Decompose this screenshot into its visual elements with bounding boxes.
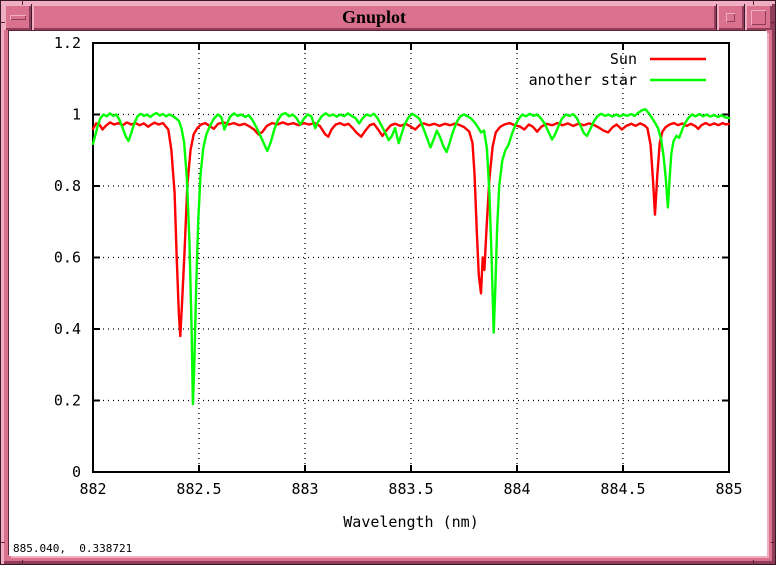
x-tick-label: 883: [291, 480, 318, 498]
plot-canvas[interactable]: 882 882.5 883 883.5 884 884.5 885 0 0.2 0.4 0.6 0.8…: [9, 31, 767, 556]
x-tick-label: 884.5: [600, 480, 645, 498]
legend: Sun another star: [529, 50, 706, 89]
x-tick-label: 882.5: [176, 480, 221, 498]
legend-label: Sun: [610, 50, 637, 68]
y-tick-label: 0.4: [54, 320, 81, 338]
axes: [92, 42, 730, 473]
frame-seam: [22, 0, 23, 5]
coordinate-readout: 885.040, 0.338721: [13, 542, 133, 555]
x-tick-label: 883.5: [388, 480, 433, 498]
x-tick-label: 885: [715, 480, 742, 498]
tick-labels: 882 882.5 883 883.5 884 884.5 885 0 0.2 0.4 0.6 0.8…: [54, 34, 743, 498]
frame-seam: [22, 560, 23, 565]
window-title: Gnuplot: [341, 7, 407, 27]
window-menu-button[interactable]: [4, 4, 31, 30]
frame-seam: [0, 542, 5, 543]
maximize-button[interactable]: [745, 4, 772, 30]
frame-seam: [753, 560, 754, 565]
y-tick-label: 1.2: [54, 34, 81, 52]
y-tick-label: 1: [72, 106, 81, 124]
x-axis-label: Wavelength (nm): [343, 513, 478, 531]
y-tick-label: 0.6: [54, 249, 81, 267]
series-line-sun: [91, 121, 731, 338]
frame-seam: [753, 0, 754, 5]
minimize-icon: [726, 12, 735, 22]
x-tick-label: 884: [503, 480, 530, 498]
window-menu-icon: [9, 14, 26, 20]
y-tick-label: 0.8: [54, 177, 81, 195]
frame-seam: [0, 22, 5, 23]
series-line-another-star: [91, 107, 731, 406]
y-tick-label: 0: [72, 463, 81, 481]
x-tick-label: 882: [79, 480, 106, 498]
gridlines: [93, 43, 729, 472]
maximize-icon: [751, 9, 766, 25]
minimize-button[interactable]: [717, 4, 744, 30]
spectrum-chart: 882 882.5 883 883.5 884 884.5 885 0 0.2 0.4 0.6 0.8…: [54, 34, 743, 531]
legend-label: another star: [529, 71, 637, 89]
titlebar-title-area[interactable]: Gnuplot: [32, 4, 716, 30]
frame-seam: [771, 22, 776, 23]
titlebar[interactable]: Gnuplot: [4, 4, 772, 30]
frame-seam: [771, 542, 776, 543]
y-tick-label: 0.2: [54, 392, 81, 410]
